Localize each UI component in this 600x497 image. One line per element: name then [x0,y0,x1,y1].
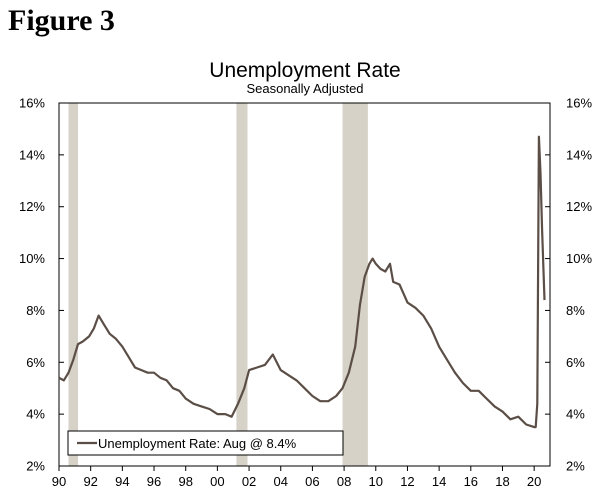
x-tick-label: 16 [464,474,478,489]
y-tick-label-left: 14% [19,147,45,162]
x-tick-label: 02 [242,474,256,489]
axis-ticks [58,102,550,471]
x-tick-label: 94 [115,474,129,489]
y-tick-label-left: 8% [26,303,45,318]
x-tick-label: 96 [147,474,161,489]
x-tick-label: 14 [432,474,446,489]
y-tick-label-left: 10% [19,251,45,266]
figure-label: Figure 3 [8,4,115,37]
y-tick-label-left: 4% [26,407,45,422]
x-tick-label: 98 [178,474,192,489]
y-tick-label-right: 16% [566,96,592,111]
recession-band-2 [236,103,248,466]
y-tick-label-right: 8% [566,303,585,318]
legend-box [67,430,344,456]
recession-band-1 [68,103,79,466]
y-tick-label-left: 6% [26,355,45,370]
x-tick-label: 00 [210,474,224,489]
legend: Unemployment Rate: Aug @ 8.4% [67,430,344,456]
y-tick-label-left: 12% [19,199,45,214]
x-axis-labels: 90 92 94 96 98 00 02 04 06 08 10 12 14 16 18 20 [52,474,542,489]
series-line-unemployment-rate [58,135,546,429]
x-tick-label: 08 [337,474,351,489]
y-tick-label-right: 12% [566,199,592,214]
chart-title: Unemployment Rate [209,59,400,82]
y-tick-label-left: 2% [26,459,45,474]
y-tick-label-right: 2% [566,459,585,474]
y-tick-label-right: 14% [566,147,592,162]
x-tick-label: 12 [400,474,414,489]
x-tick-label: 20 [527,474,541,489]
y-axis-labels-left: 2% 4% 6% 8% 10% 12% 14% 16% [19,96,45,474]
x-tick-label: 10 [369,474,383,489]
plot-frame [58,102,551,467]
y-tick-label-right: 6% [566,355,585,370]
y-tick-label-left: 16% [19,96,45,111]
chart-subtitle: Seasonally Adjusted [246,81,363,96]
recession-bands [68,103,368,466]
y-axis-labels-right: 2% 4% 6% 8% 10% 12% 14% 16% [566,96,592,474]
x-tick-label: 04 [274,474,288,489]
x-tick-label: 90 [52,474,66,489]
legend-label: Unemployment Rate: Aug @ 8.4% [98,436,297,451]
x-tick-label: 18 [495,474,509,489]
y-tick-label-right: 10% [566,251,592,266]
x-tick-label: 92 [83,474,97,489]
y-tick-label-right: 4% [566,407,585,422]
x-tick-label: 06 [305,474,319,489]
